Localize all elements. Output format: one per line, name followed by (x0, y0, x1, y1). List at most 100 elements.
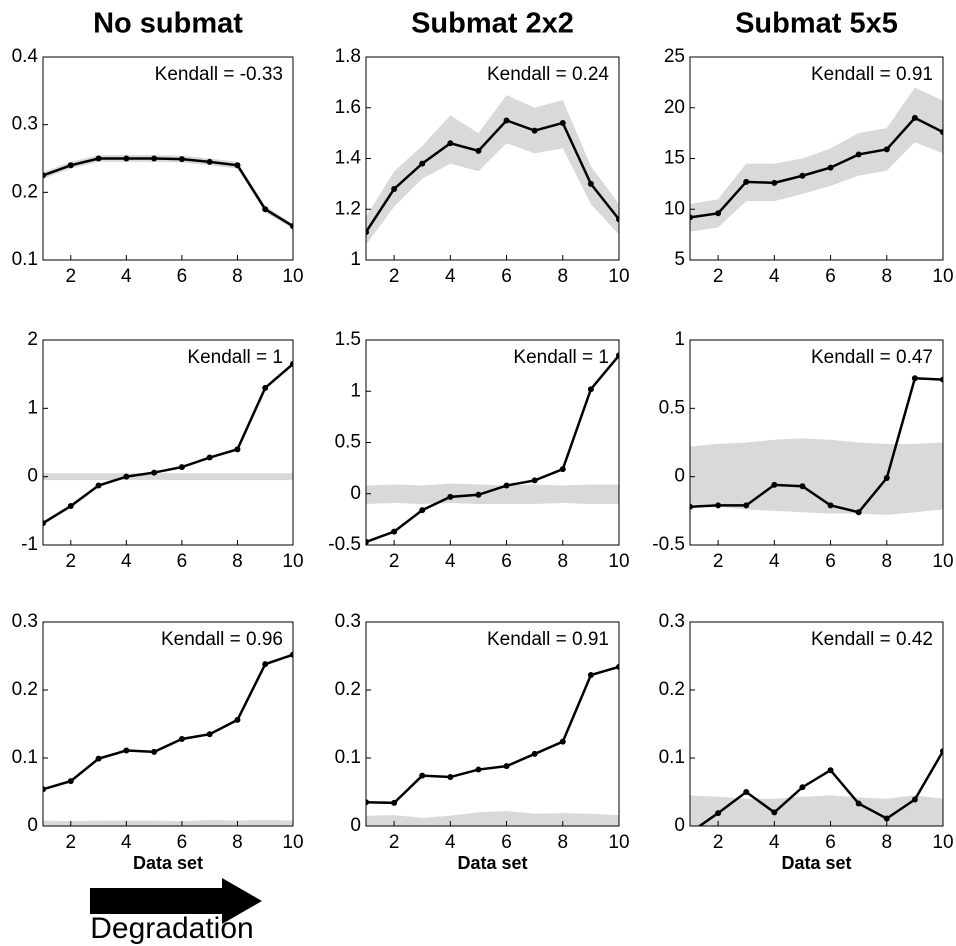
point (447, 493, 454, 500)
annotation: Kendall = 0.42 (811, 629, 933, 650)
point (911, 796, 918, 803)
y-tick-label: 2 (27, 329, 38, 350)
x-tick-label: 4 (769, 266, 780, 287)
x-tick-label: 4 (121, 266, 132, 287)
panel-title: Submat 2x2 (411, 8, 574, 40)
point (616, 352, 619, 359)
point (447, 774, 454, 781)
point (883, 815, 890, 822)
point (690, 214, 693, 221)
annotation: Kendall = 0.91 (487, 629, 609, 650)
point (95, 155, 102, 162)
band (43, 473, 293, 481)
y-tick-label: 1.4 (335, 148, 362, 169)
point (419, 507, 426, 514)
panel-title: Submat 5x5 (735, 8, 898, 40)
band (690, 438, 943, 515)
x-tick-label: 4 (445, 832, 456, 853)
point (827, 502, 834, 509)
x-tick-label: 6 (825, 832, 836, 853)
x-tick-label: 10 (932, 266, 953, 287)
x-tick-label: 6 (177, 551, 188, 572)
point (234, 446, 241, 453)
plot-area (43, 360, 293, 527)
point (799, 784, 806, 791)
point (855, 509, 862, 516)
degradation-arrow (90, 878, 262, 924)
x-tick-label: 8 (232, 551, 243, 572)
point (616, 663, 619, 670)
x-tick-label: 6 (177, 266, 188, 287)
point (743, 789, 750, 795)
y-tick-label: 0 (27, 815, 38, 836)
plot-area (366, 663, 619, 826)
point (715, 210, 722, 217)
point (940, 129, 943, 136)
point (531, 477, 538, 484)
x-tick-label: 2 (65, 551, 76, 572)
series-line (690, 376, 943, 514)
point (587, 386, 594, 393)
axes-frame (42, 339, 294, 546)
x-tick-label: 8 (557, 551, 568, 572)
point (366, 538, 369, 545)
x-tick-label: 2 (389, 551, 400, 572)
panel-title: No submat (93, 8, 243, 40)
y-tick-label: 1.5 (335, 329, 361, 350)
y-tick-label: 1 (674, 329, 685, 350)
y-tick-label: 1.8 (335, 46, 361, 67)
x-tick-label: 4 (121, 551, 132, 572)
y-tick-label: 10 (664, 198, 685, 219)
point (503, 482, 510, 489)
annotation: Kendall = 0.47 (811, 347, 933, 368)
y-tick-label: 0.2 (12, 181, 38, 202)
point (67, 503, 74, 510)
axes-frame (689, 621, 944, 827)
y-tick-label: 0 (27, 466, 38, 487)
series-line (43, 157, 293, 228)
y-tick-label: 1 (350, 380, 361, 401)
y-tick-label: 1 (27, 397, 38, 418)
point (799, 483, 806, 490)
point (940, 376, 943, 383)
x-tick-label: 4 (121, 832, 132, 853)
x-tick-label: 10 (608, 266, 629, 287)
point (206, 454, 213, 461)
y-tick-label: 25 (664, 46, 685, 67)
x-tick-label: 6 (501, 551, 512, 572)
point (687, 830, 693, 836)
x-tick-label: 8 (232, 266, 243, 287)
y-tick-label: 0 (350, 483, 361, 504)
point (151, 748, 158, 755)
y-tick-label: -0.5 (328, 534, 361, 555)
point (43, 520, 46, 527)
point (883, 475, 890, 482)
point (855, 151, 862, 158)
x-tick-label: 8 (881, 551, 892, 572)
point (690, 503, 693, 510)
point (771, 481, 778, 488)
band (690, 87, 943, 232)
y-tick-label: 0.4 (12, 46, 39, 67)
point (43, 172, 46, 179)
point (123, 155, 130, 162)
x-tick-label: 4 (445, 551, 456, 572)
series-line (690, 116, 943, 219)
y-tick-label: 0.1 (335, 747, 361, 768)
point (616, 216, 619, 223)
point (290, 651, 293, 658)
axes-frame (42, 621, 294, 827)
point (799, 172, 806, 179)
y-tick-label: 0 (674, 466, 685, 487)
x-tick-label: 2 (389, 266, 400, 287)
band (690, 795, 943, 826)
series-line (366, 354, 619, 544)
x-tick-label: 2 (713, 551, 724, 572)
y-tick-label: 20 (664, 97, 685, 118)
y-tick-label: 0.2 (12, 679, 38, 700)
annotation: Kendall = -0.33 (155, 64, 283, 85)
point (67, 778, 74, 785)
plot-area (366, 95, 619, 245)
x-tick-label: 6 (825, 266, 836, 287)
